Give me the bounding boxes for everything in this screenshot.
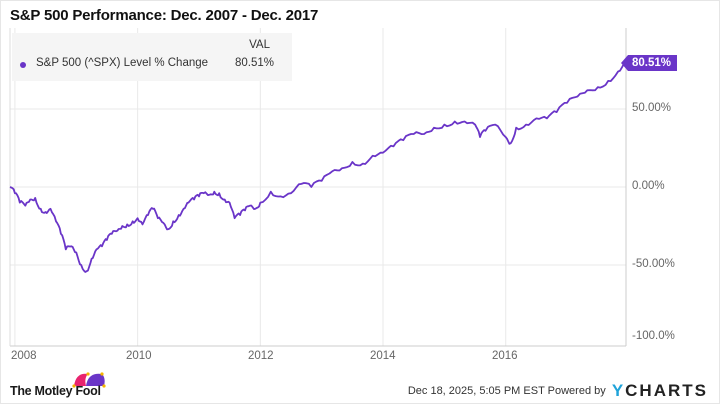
powered-by-label: Powered by [547, 385, 606, 397]
x-tick-label: 2016 [492, 350, 518, 362]
legend: VAL S&P 500 (^SPX) Level % Change 80.51% [12, 33, 292, 81]
legend-series-name[interactable]: S&P 500 (^SPX) Level % Change [36, 57, 209, 69]
ycharts-logo[interactable]: YCHARTS [612, 381, 708, 400]
end-value-label: 80.51% [620, 55, 678, 71]
circle-dot-icon [20, 62, 26, 68]
y-tick-label: 50.00% [632, 102, 672, 114]
legend-header: VAL [249, 39, 270, 51]
ycharts-y-icon: Y [611, 381, 626, 400]
series-line-spx[interactable] [9, 60, 627, 273]
x-tick-label: 2008 [11, 350, 37, 362]
y-tick-label: -100.0% [632, 330, 675, 342]
y-tick-label: -50.00% [632, 258, 675, 270]
chart-title: S&P 500 Performance: Dec. 2007 - Dec. 20… [10, 7, 319, 24]
x-tick-label: 2014 [370, 350, 396, 362]
x-tick-label: 2012 [248, 350, 274, 362]
brand-name: The Motley Fool [10, 384, 101, 398]
legend-series-value: 80.51% [234, 57, 274, 69]
ycharts-wordmark: CHARTS [625, 381, 708, 400]
gridlines [10, 28, 626, 346]
timestamp: Dec 18, 2025, 5:05 PM EST [407, 385, 545, 397]
footer-attribution: Dec 18, 2025, 5:05 PM EST Powered by YCH… [408, 381, 708, 401]
jester-hat-icon [72, 372, 106, 388]
x-tick-label: 2010 [126, 350, 152, 362]
y-tick-label: 0.00% [632, 180, 665, 192]
